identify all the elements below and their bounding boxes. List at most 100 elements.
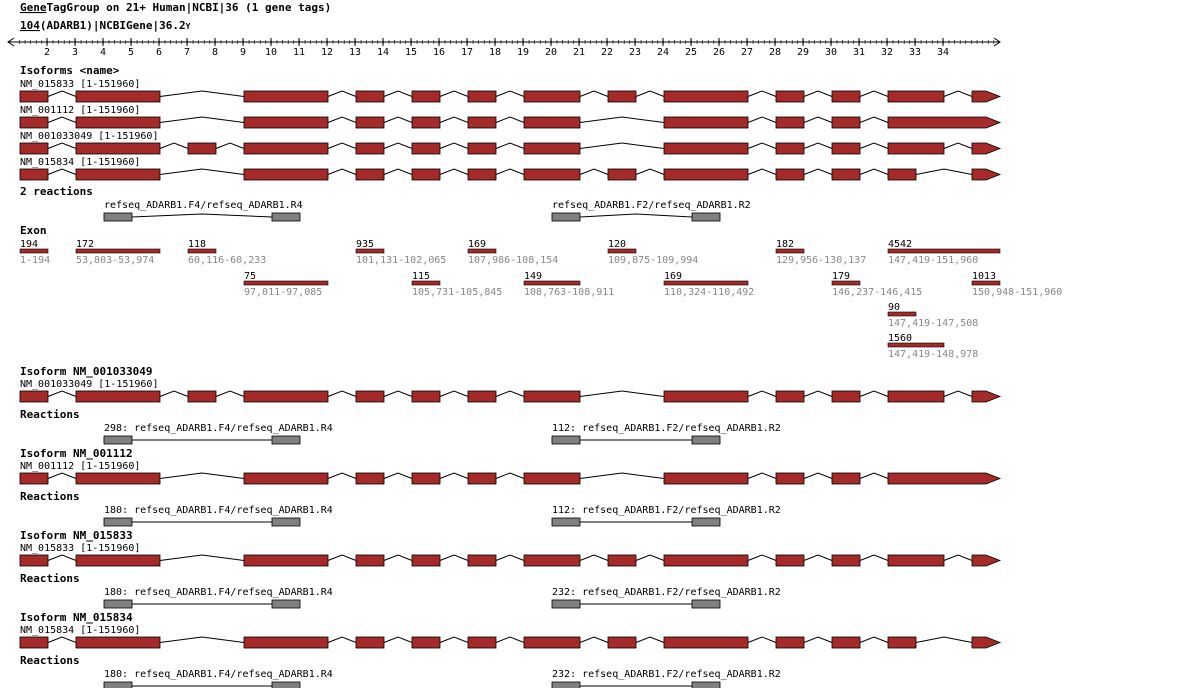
gene-link[interactable]: Gene — [20, 1, 47, 14]
exon-entry[interactable]: 75 97,011-97,085 — [243, 271, 329, 298]
exon-block[interactable] — [607, 90, 637, 103]
exon-block[interactable] — [775, 142, 805, 155]
reaction-label[interactable]: 232: refseq_ADARB1.F2/refseq_ADARB1.R2 — [552, 587, 781, 598]
exon-block[interactable] — [467, 116, 497, 129]
exon-block[interactable] — [187, 142, 217, 155]
exon-block[interactable] — [523, 390, 581, 403]
exon-block[interactable] — [411, 90, 441, 103]
exon-block[interactable] — [19, 636, 49, 649]
exon-block[interactable] — [411, 168, 441, 181]
exon-block[interactable] — [663, 390, 749, 403]
exon-entry[interactable]: 194 1-194 — [19, 239, 50, 266]
forward-primer[interactable] — [551, 435, 581, 445]
exon-block[interactable] — [663, 636, 749, 649]
reverse-primer[interactable] — [271, 599, 301, 609]
exon-entry[interactable]: 935 101,131-102,065 — [355, 239, 446, 266]
exon-block[interactable] — [355, 390, 385, 403]
exon-block[interactable] — [355, 472, 385, 485]
exon-block[interactable] — [467, 472, 497, 485]
exon-block[interactable] — [523, 116, 581, 129]
exon-block-end-arrow[interactable] — [971, 90, 1002, 103]
exon-block-end-arrow[interactable] — [887, 116, 1002, 129]
reaction[interactable]: 180: refseq_ADARB1.F4/refseq_ADARB1.R4 — [103, 669, 333, 688]
forward-primer[interactable] — [551, 517, 581, 527]
exon-block[interactable] — [19, 390, 49, 403]
exon-block[interactable] — [243, 90, 329, 103]
isoform-name[interactable]: NM_001033049 [1-151960] — [20, 131, 158, 142]
exon-block[interactable] — [887, 636, 917, 649]
exon-block[interactable] — [19, 142, 49, 155]
reaction-label[interactable]: refseq_ADARB1.F4/refseq_ADARB1.R4 — [104, 200, 303, 211]
exon-block[interactable] — [75, 636, 161, 649]
forward-primer[interactable] — [103, 599, 133, 609]
isoform-track-label[interactable]: NM_015833 [1-151960] — [20, 543, 140, 554]
exon-block[interactable] — [243, 636, 329, 649]
exon-block[interactable] — [411, 390, 441, 403]
exon-entry[interactable]: 172 53,803-53,974 — [75, 239, 161, 266]
reaction-label[interactable]: 180: refseq_ADARB1.F4/refseq_ADARB1.R4 — [104, 505, 333, 516]
exon-block[interactable] — [523, 554, 581, 567]
exon-block[interactable] — [663, 116, 749, 129]
forward-primer[interactable] — [103, 517, 133, 527]
collapse-icon[interactable]: Y — [186, 22, 191, 31]
forward-primer[interactable] — [551, 599, 581, 609]
reverse-primer[interactable] — [691, 517, 721, 527]
exon-entry[interactable]: 169 107,986-108,154 — [467, 239, 558, 266]
forward-primer[interactable] — [551, 681, 581, 688]
exon-entry[interactable]: 4542 147,419-151,960 — [887, 239, 1001, 266]
exon-block[interactable] — [19, 554, 49, 567]
reaction[interactable]: 232: refseq_ADARB1.F2/refseq_ADARB1.R2 — [551, 669, 781, 688]
exon-block[interactable] — [75, 90, 161, 103]
exon-block[interactable] — [355, 168, 385, 181]
exon-block[interactable] — [775, 554, 805, 567]
reaction-label[interactable]: 112: refseq_ADARB1.F2/refseq_ADARB1.R2 — [552, 505, 781, 516]
exon-block[interactable] — [523, 636, 581, 649]
reaction-label[interactable]: 298: refseq_ADARB1.F4/refseq_ADARB1.R4 — [104, 423, 333, 434]
exon-block[interactable] — [355, 142, 385, 155]
reverse-primer[interactable] — [271, 435, 301, 445]
exon-block[interactable] — [887, 142, 945, 155]
reaction-label[interactable]: 180: refseq_ADARB1.F4/refseq_ADARB1.R4 — [104, 669, 333, 680]
exon-block-end-arrow[interactable] — [971, 636, 1002, 649]
exon-block[interactable] — [663, 90, 749, 103]
exon-block[interactable] — [243, 116, 329, 129]
forward-primer[interactable] — [103, 435, 133, 445]
reaction[interactable]: 180: refseq_ADARB1.F4/refseq_ADARB1.R4 — [103, 505, 333, 527]
gene-id-link[interactable]: 104 — [20, 19, 40, 32]
exon-block[interactable] — [243, 554, 329, 567]
exon-block[interactable] — [775, 636, 805, 649]
exon-block[interactable] — [663, 142, 749, 155]
exon-block[interactable] — [607, 554, 637, 567]
exon-block[interactable] — [607, 636, 637, 649]
exon-block[interactable] — [243, 168, 329, 181]
exon-block[interactable] — [467, 636, 497, 649]
reaction[interactable]: 298: refseq_ADARB1.F4/refseq_ADARB1.R4 — [103, 423, 333, 445]
exon-entry[interactable]: 1560 147,419-148,978 — [887, 333, 978, 360]
exon-block[interactable] — [887, 554, 945, 567]
exon-entry[interactable]: 182 129,956-130,137 — [775, 239, 866, 266]
exon-block[interactable] — [775, 90, 805, 103]
exon-block[interactable] — [75, 116, 161, 129]
exon-block[interactable] — [831, 116, 861, 129]
reaction[interactable]: 180: refseq_ADARB1.F4/refseq_ADARB1.R4 — [103, 587, 333, 609]
reverse-primer[interactable] — [691, 599, 721, 609]
exon-block[interactable] — [831, 90, 861, 103]
exon-block[interactable] — [411, 554, 441, 567]
exon-block[interactable] — [411, 472, 441, 485]
exon-entry[interactable]: 115 105,731-105,845 — [411, 271, 502, 298]
exon-block[interactable] — [831, 554, 861, 567]
exon-entry[interactable]: 169 110,324-110,492 — [663, 271, 754, 298]
exon-block[interactable] — [831, 168, 861, 181]
exon-block[interactable] — [663, 472, 749, 485]
exon-block[interactable] — [775, 116, 805, 129]
exon-block[interactable] — [19, 116, 49, 129]
exon-block[interactable] — [775, 168, 805, 181]
exon-block[interactable] — [19, 90, 49, 103]
exon-block[interactable] — [887, 390, 945, 403]
exon-block[interactable] — [243, 472, 329, 485]
reaction[interactable]: 112: refseq_ADARB1.F2/refseq_ADARB1.R2 — [551, 505, 781, 527]
exon-block-end-arrow[interactable] — [971, 168, 1002, 181]
exon-block[interactable] — [411, 116, 441, 129]
isoform-name[interactable]: NM_001112 [1-151960] — [20, 105, 140, 116]
exon-block[interactable] — [467, 168, 497, 181]
